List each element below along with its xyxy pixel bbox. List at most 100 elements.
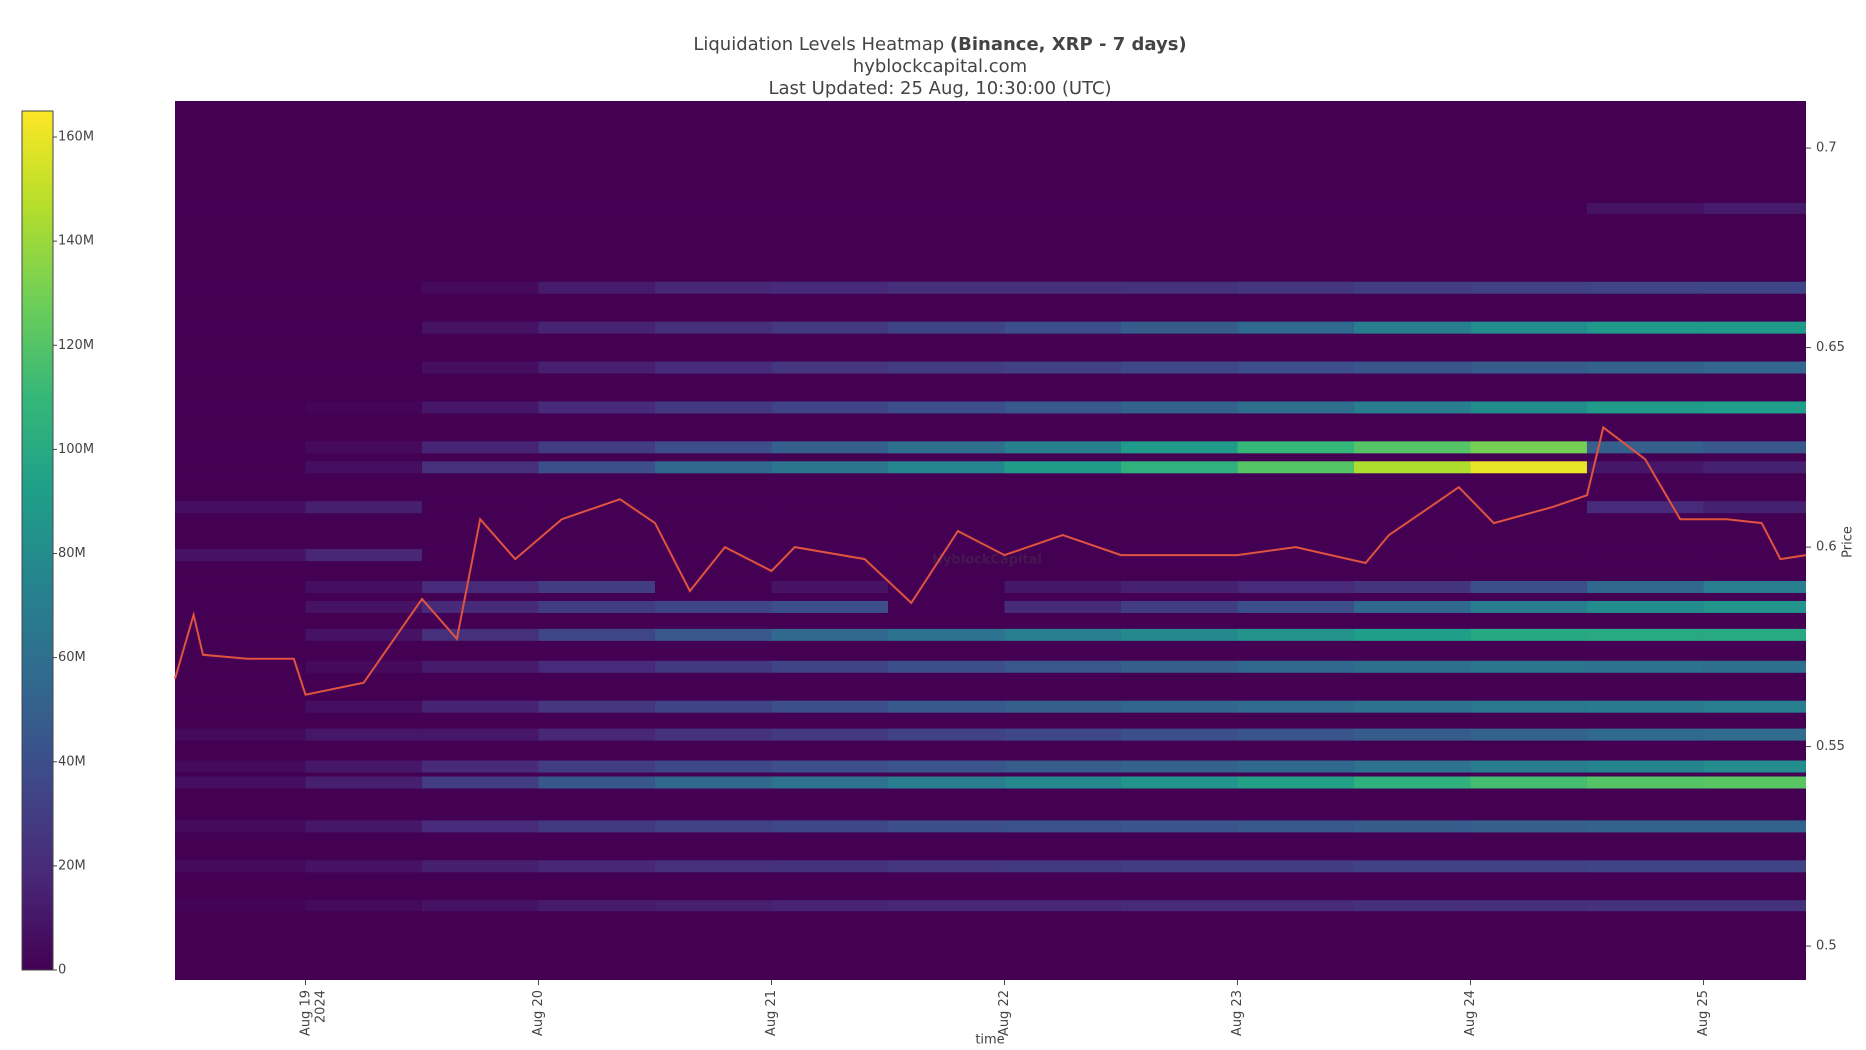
title-text: Liquidation Levels Heatmap xyxy=(693,34,944,55)
heat-cell xyxy=(771,600,888,613)
heat-cell xyxy=(1004,202,1121,214)
heat-cell xyxy=(1120,501,1238,514)
heat-cell xyxy=(771,202,888,214)
heat-cell xyxy=(771,401,888,414)
heat-cell xyxy=(771,580,888,593)
heat-cell xyxy=(1586,361,1704,374)
heat-cell xyxy=(654,728,772,741)
heat-cell xyxy=(654,361,772,374)
heat-cell xyxy=(1470,820,1587,833)
heat-cell xyxy=(175,820,306,833)
heat-cell xyxy=(421,776,539,789)
plot-background xyxy=(175,101,1806,980)
heat-cell xyxy=(1237,321,1354,334)
heat-cell xyxy=(887,728,1005,741)
plot-area: HyblockCapital xyxy=(174,101,1807,980)
x-tick-label: Aug 23 xyxy=(1230,990,1245,1036)
heat-cell xyxy=(421,820,539,833)
heat-cell xyxy=(771,361,888,374)
heat-cell xyxy=(1470,501,1587,514)
x-tick-label: Aug 25 xyxy=(1696,990,1711,1036)
heat-cell xyxy=(887,281,1005,294)
heat-cell xyxy=(1353,728,1471,741)
heat-cell xyxy=(1004,501,1121,514)
heat-cell xyxy=(305,776,422,789)
heat-cell xyxy=(421,580,539,593)
heat-cell xyxy=(1353,776,1471,789)
heat-cell xyxy=(305,501,422,514)
heat-cell xyxy=(654,600,772,613)
heat-cell xyxy=(538,549,655,562)
heat-cell xyxy=(771,549,888,562)
heat-cell xyxy=(1120,461,1238,474)
heat-cell xyxy=(175,600,306,613)
heat-cell xyxy=(175,281,306,294)
heat-cell xyxy=(175,760,306,773)
heat-cell xyxy=(1703,776,1806,789)
heat-cell xyxy=(1586,628,1704,641)
y-tick-label: 0.7 xyxy=(1816,141,1837,156)
heat-cell xyxy=(1353,281,1471,294)
heat-cell xyxy=(1353,628,1471,641)
heat-cell xyxy=(1470,776,1587,789)
heat-cell xyxy=(1586,321,1704,334)
heat-cell xyxy=(887,202,1005,214)
heat-cell xyxy=(305,700,422,713)
heat-cell xyxy=(1237,600,1354,613)
heat-cell xyxy=(654,628,772,641)
heat-cell xyxy=(1586,281,1704,294)
heat-cell xyxy=(421,628,539,641)
heat-cell xyxy=(1120,700,1238,713)
heat-cell xyxy=(1120,900,1238,912)
heat-cell xyxy=(654,321,772,334)
heat-cell xyxy=(1470,202,1587,214)
colorbar-tick-label: 20M xyxy=(58,858,86,873)
heat-cell xyxy=(421,361,539,374)
heat-cell xyxy=(1237,728,1354,741)
heat-cell xyxy=(1353,461,1471,474)
heat-cell xyxy=(421,461,539,474)
heat-cell xyxy=(771,820,888,833)
heat-cell xyxy=(1470,461,1587,474)
heat-cell xyxy=(1353,441,1471,454)
heat-cell xyxy=(1703,820,1806,833)
heat-cell xyxy=(1470,549,1587,562)
heat-cell xyxy=(654,461,772,474)
heat-cell xyxy=(1353,900,1471,912)
heat-cell xyxy=(538,776,655,789)
heat-cell xyxy=(654,900,772,912)
heat-cell xyxy=(1470,361,1587,374)
heat-cell xyxy=(1703,461,1806,474)
heat-cell xyxy=(1120,760,1238,773)
heat-cell xyxy=(654,401,772,414)
heat-cell xyxy=(1470,860,1587,873)
heat-cell xyxy=(1237,441,1354,454)
heat-cell xyxy=(1703,580,1806,593)
heat-cell xyxy=(654,202,772,214)
heat-cell xyxy=(1353,760,1471,773)
heat-cell xyxy=(1703,501,1806,514)
heat-cell xyxy=(1004,281,1121,294)
heat-cell xyxy=(1353,549,1471,562)
heat-cell xyxy=(887,501,1005,514)
heat-cell xyxy=(1004,860,1121,873)
heat-cell xyxy=(538,628,655,641)
heat-cell xyxy=(175,628,306,641)
heat-cell xyxy=(1470,700,1587,713)
heat-cell xyxy=(1586,202,1704,214)
heat-cell xyxy=(1120,820,1238,833)
watermark: HyblockCapital xyxy=(932,553,1042,568)
heat-cell xyxy=(175,860,306,873)
heat-cell xyxy=(305,202,422,214)
heat-cell xyxy=(421,660,539,673)
heat-cell xyxy=(305,628,422,641)
heat-cell xyxy=(1353,600,1471,613)
heat-cell xyxy=(421,700,539,713)
heat-cell xyxy=(1237,401,1354,414)
heat-cell xyxy=(175,441,306,454)
colorbar-tick-label: 40M xyxy=(58,754,86,769)
heat-cell xyxy=(771,441,888,454)
heat-cell xyxy=(1353,860,1471,873)
heat-cell xyxy=(1703,549,1806,562)
